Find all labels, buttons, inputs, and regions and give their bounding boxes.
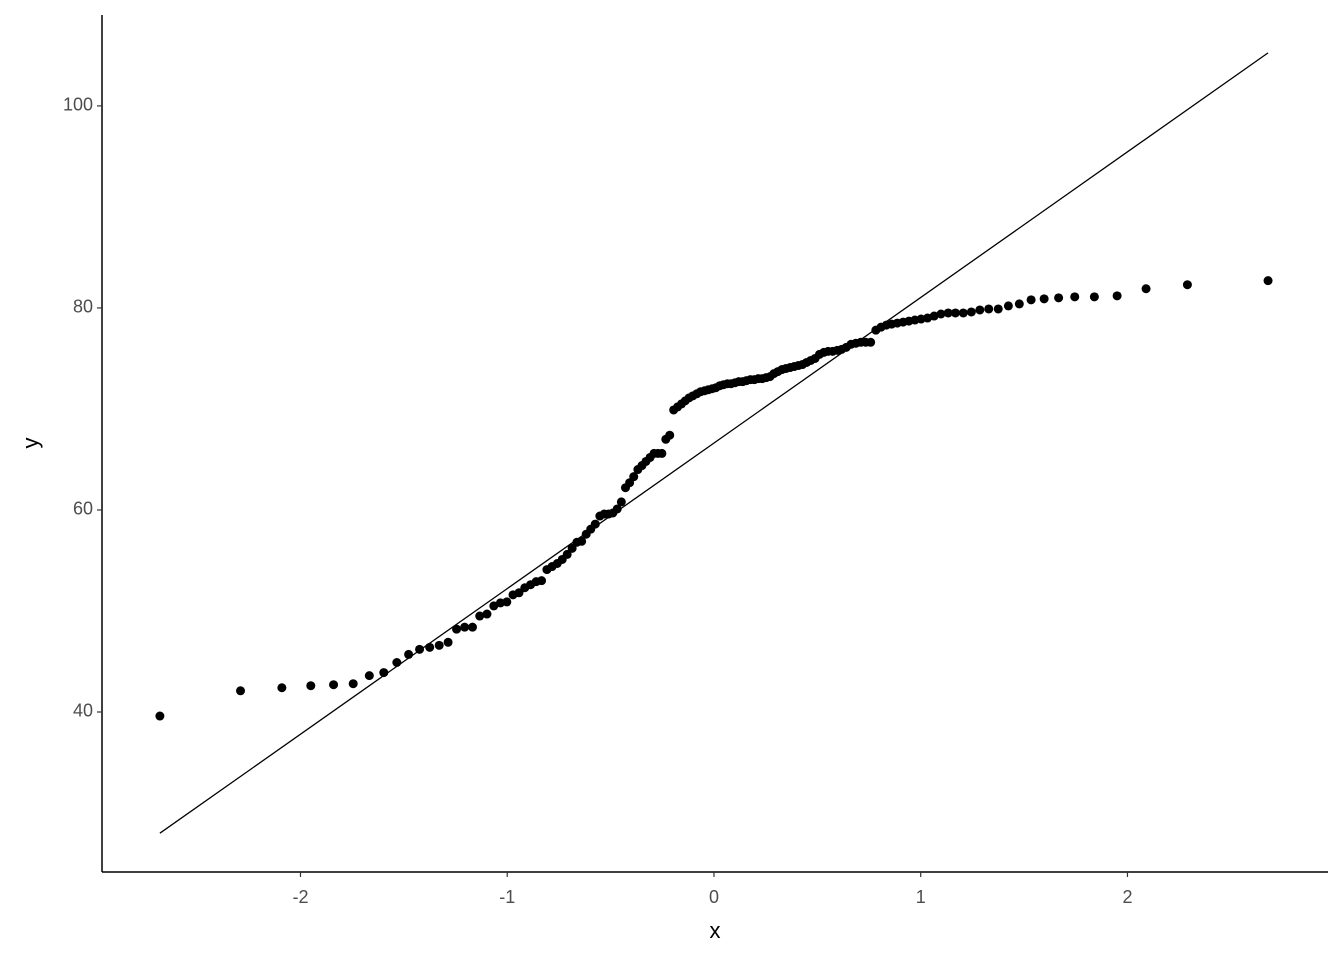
point [966, 307, 976, 317]
point [943, 308, 953, 318]
point [1182, 280, 1192, 290]
point [936, 309, 946, 319]
point [657, 448, 667, 458]
point [1112, 291, 1122, 301]
x-tick-label: -1 [499, 887, 515, 907]
point [467, 622, 477, 632]
x-tick-label: -2 [292, 887, 308, 907]
point [616, 497, 626, 507]
point [364, 671, 374, 681]
point [993, 304, 1003, 314]
point [665, 430, 675, 440]
point [502, 597, 512, 607]
point [1141, 284, 1151, 294]
point [306, 681, 316, 691]
point [590, 519, 600, 529]
point [475, 611, 485, 621]
point [567, 543, 577, 553]
point [537, 576, 547, 586]
point [562, 549, 572, 559]
y-tick-label: 60 [73, 499, 93, 519]
point [452, 624, 462, 634]
reference-line [159, 52, 1269, 834]
point [379, 668, 389, 678]
point [1026, 295, 1036, 305]
point [1003, 301, 1013, 311]
point [277, 683, 287, 693]
point [434, 640, 444, 650]
point [404, 649, 414, 659]
point [1070, 292, 1080, 302]
point [236, 686, 246, 696]
point [1263, 276, 1273, 286]
y-tick-label: 40 [73, 701, 93, 721]
point [975, 305, 985, 315]
x-axis-title: x [710, 918, 721, 943]
point [1089, 292, 1099, 302]
point [482, 609, 492, 619]
point [329, 680, 339, 690]
y-axis-title: y [18, 438, 43, 449]
point [392, 657, 402, 667]
point [866, 337, 876, 347]
point [629, 472, 639, 482]
point [577, 536, 587, 546]
point [958, 308, 968, 318]
point [950, 308, 960, 318]
point [929, 311, 939, 321]
point [984, 304, 994, 314]
point [612, 504, 622, 514]
y-tick-label: 80 [73, 297, 93, 317]
point [425, 642, 435, 652]
x-tick-label: 2 [1122, 887, 1132, 907]
point [1054, 293, 1064, 303]
point [443, 637, 453, 647]
x-tick-label: 1 [916, 887, 926, 907]
point [415, 644, 425, 654]
point [155, 711, 165, 721]
point [514, 588, 524, 598]
point [1039, 294, 1049, 304]
x-tick-label: 0 [709, 887, 719, 907]
point [460, 622, 470, 632]
y-tick-label: 100 [63, 95, 93, 115]
point [348, 679, 358, 689]
point [1014, 299, 1024, 309]
